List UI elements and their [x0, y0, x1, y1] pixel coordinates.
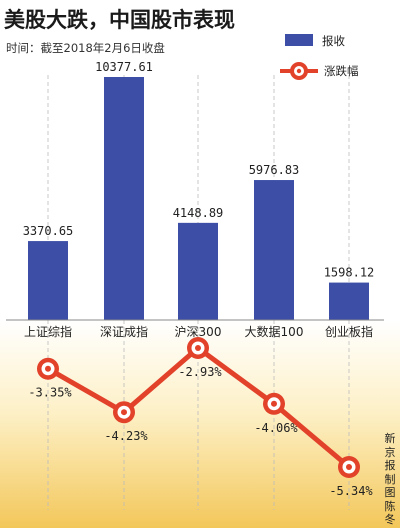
bar-value-label: 3370.65: [23, 224, 74, 238]
change-label: -5.34%: [329, 484, 373, 498]
bar: [178, 222, 218, 320]
change-label: -4.23%: [104, 429, 148, 443]
legend-swatch-bar: [285, 34, 313, 46]
legend-label-line: 涨跌幅: [324, 64, 359, 78]
change-marker-dot: [121, 409, 127, 416]
bar-value-label: 5976.83: [249, 163, 300, 177]
change-markers: [37, 337, 360, 478]
chart-credit: 新京报制图 陈冬: [384, 432, 396, 526]
category-label: 深证成指: [100, 324, 148, 339]
bar: [104, 77, 144, 320]
change-label: -3.35%: [28, 386, 72, 400]
bar: [28, 241, 68, 320]
category-label: 上证综指: [24, 324, 72, 339]
bar-value-labels: 3370.65 10377.61 4148.89 5976.83 1598.12: [23, 60, 375, 280]
change-marker-dot: [346, 464, 352, 470]
bar: [254, 180, 294, 320]
change-marker-dot: [45, 365, 51, 372]
change-label: -4.06%: [254, 421, 298, 435]
category-labels: 上证综指 深证成指 沪深300 大数据100 创业板指: [24, 324, 373, 339]
chart-subtitle: 时间：截至2018年2月6日收盘: [6, 41, 165, 55]
bars: [28, 77, 369, 320]
change-marker-dot: [195, 345, 201, 351]
bar-value-label: 4148.89: [173, 206, 224, 220]
change-labels: -3.35% -4.23% -2.93% -4.06% -5.34%: [28, 365, 373, 498]
bar: [329, 282, 369, 320]
bar-value-label: 10377.61: [95, 60, 153, 74]
legend-marker-dot: [296, 68, 302, 74]
category-label: 创业板指: [325, 324, 373, 339]
category-label: 大数据100: [245, 324, 304, 339]
legend-label-bar: 报收: [322, 34, 345, 48]
category-label: 沪深300: [175, 325, 222, 339]
bar-value-label: 1598.12: [324, 266, 375, 280]
chart-title: 美股大跌，中国股市表现: [4, 7, 235, 32]
change-label: -2.93%: [178, 365, 222, 379]
change-marker-dot: [271, 400, 277, 407]
